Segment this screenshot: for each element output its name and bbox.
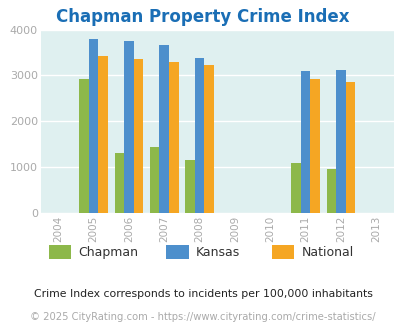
Bar: [79, 79, 89, 213]
Bar: [98, 56, 108, 213]
Bar: [133, 59, 143, 213]
Text: Chapman Property Crime Index: Chapman Property Crime Index: [56, 8, 349, 26]
Bar: [204, 65, 213, 213]
Text: National: National: [301, 246, 353, 259]
Bar: [335, 70, 345, 213]
Bar: [149, 148, 159, 213]
Text: Kansas: Kansas: [196, 246, 240, 259]
Bar: [345, 82, 354, 213]
Bar: [300, 71, 309, 213]
Text: Crime Index corresponds to incidents per 100,000 inhabitants: Crime Index corresponds to incidents per…: [34, 289, 371, 299]
Bar: [159, 45, 168, 213]
Bar: [89, 39, 98, 213]
Bar: [194, 58, 204, 213]
Bar: [326, 169, 335, 213]
Bar: [114, 153, 124, 213]
Text: © 2025 CityRating.com - https://www.cityrating.com/crime-statistics/: © 2025 CityRating.com - https://www.city…: [30, 312, 375, 322]
Bar: [185, 160, 194, 213]
Bar: [309, 79, 319, 213]
Bar: [168, 62, 178, 213]
Bar: [124, 41, 133, 213]
Text: Chapman: Chapman: [78, 246, 138, 259]
Bar: [290, 163, 300, 213]
